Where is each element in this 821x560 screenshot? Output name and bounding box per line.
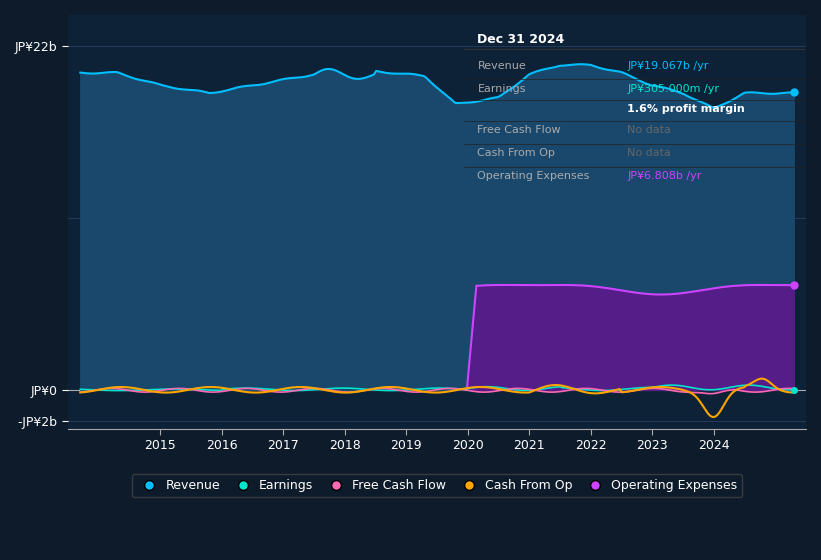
Text: Dec 31 2024: Dec 31 2024 <box>478 32 565 46</box>
Text: JP¥305.000m /yr: JP¥305.000m /yr <box>627 84 719 94</box>
Text: No data: No data <box>627 125 672 135</box>
Text: No data: No data <box>627 148 672 157</box>
Legend: Revenue, Earnings, Free Cash Flow, Cash From Op, Operating Expenses: Revenue, Earnings, Free Cash Flow, Cash … <box>132 474 742 497</box>
Text: Revenue: Revenue <box>478 61 526 71</box>
Text: Earnings: Earnings <box>478 84 526 94</box>
Text: Free Cash Flow: Free Cash Flow <box>478 125 561 135</box>
Text: JP¥6.808b /yr: JP¥6.808b /yr <box>627 171 702 180</box>
Text: Cash From Op: Cash From Op <box>478 148 555 157</box>
Text: 1.6% profit margin: 1.6% profit margin <box>627 104 745 114</box>
Text: JP¥19.067b /yr: JP¥19.067b /yr <box>627 61 709 71</box>
Text: Operating Expenses: Operating Expenses <box>478 171 589 180</box>
